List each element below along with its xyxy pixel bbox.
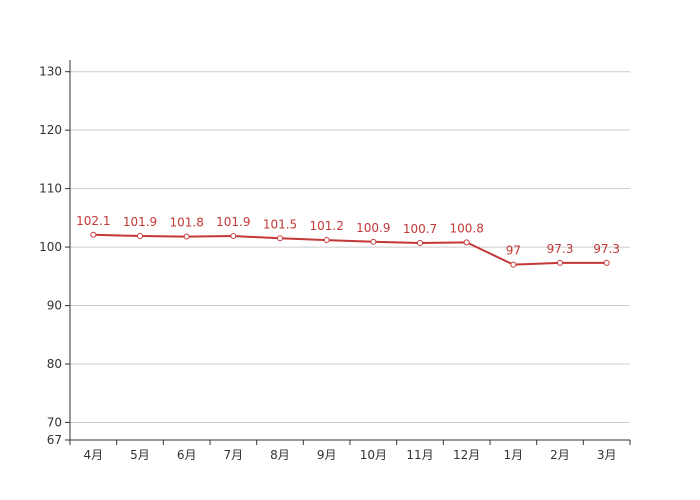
data-point — [323, 237, 330, 244]
x-tick-label: 1月 — [504, 448, 524, 462]
data-label: 102.1 — [76, 214, 110, 228]
x-tick-label: 6月 — [177, 448, 197, 462]
x-tick-label: 12月 — [453, 448, 480, 462]
y-tick-label: 67 — [47, 433, 62, 447]
data-point — [603, 259, 610, 266]
data-point — [90, 231, 97, 238]
axis-layer: 67 70 80 90 100 110 120 130 4月 5月 6月 7月 8月 9月 10月 11月 12… — [39, 60, 631, 462]
data-point — [277, 235, 283, 242]
data-point — [370, 238, 377, 245]
data-point — [137, 232, 143, 239]
data-label: 101.5 — [263, 217, 297, 231]
y-tick-label: 110 — [39, 182, 62, 196]
data-point — [510, 261, 517, 268]
y-tick-label: 130 — [39, 65, 62, 79]
y-tick-label: 70 — [47, 415, 62, 429]
series-line — [93, 233, 607, 266]
y-tick-label: 90 — [47, 299, 62, 313]
data-label: 101.8 — [169, 216, 203, 230]
data-point — [417, 239, 423, 246]
data-point — [183, 233, 190, 240]
y-tick-label: 120 — [39, 123, 62, 137]
x-tick-label: 10月 — [360, 448, 387, 462]
y-tick-label: 100 — [39, 240, 62, 254]
x-tick-label: 5月 — [130, 448, 150, 462]
data-point — [463, 239, 470, 246]
x-tick-label: 2月 — [550, 448, 570, 462]
data-label: 100.7 — [403, 222, 437, 236]
y-tick-label: 80 — [47, 357, 62, 371]
data-point — [230, 232, 237, 239]
data-label: 100.8 — [449, 221, 483, 235]
data-label: 101.9 — [123, 215, 157, 229]
data-label: 97 — [506, 244, 521, 258]
x-tick-label: 11月 — [406, 448, 433, 462]
x-tick-label: 3月 — [597, 448, 617, 462]
data-label: 97.3 — [593, 242, 620, 256]
grid-layer — [70, 71, 630, 423]
x-tick-label: 8月 — [270, 448, 290, 462]
x-tick-label: 4月 — [84, 448, 104, 462]
x-tick-label: 7月 — [224, 448, 244, 462]
data-label: 101.9 — [216, 215, 250, 229]
data-label: 100.9 — [356, 221, 390, 235]
data-label: 97.3 — [547, 242, 574, 256]
x-tick-label: 9月 — [317, 448, 337, 462]
data-point — [557, 259, 563, 266]
data-label-layer: 102.1 101.9 101.8 101.9 101.5 101.2 100.9 100.7… — [76, 214, 620, 258]
series-layer — [90, 231, 610, 268]
data-label: 101.2 — [309, 219, 343, 233]
